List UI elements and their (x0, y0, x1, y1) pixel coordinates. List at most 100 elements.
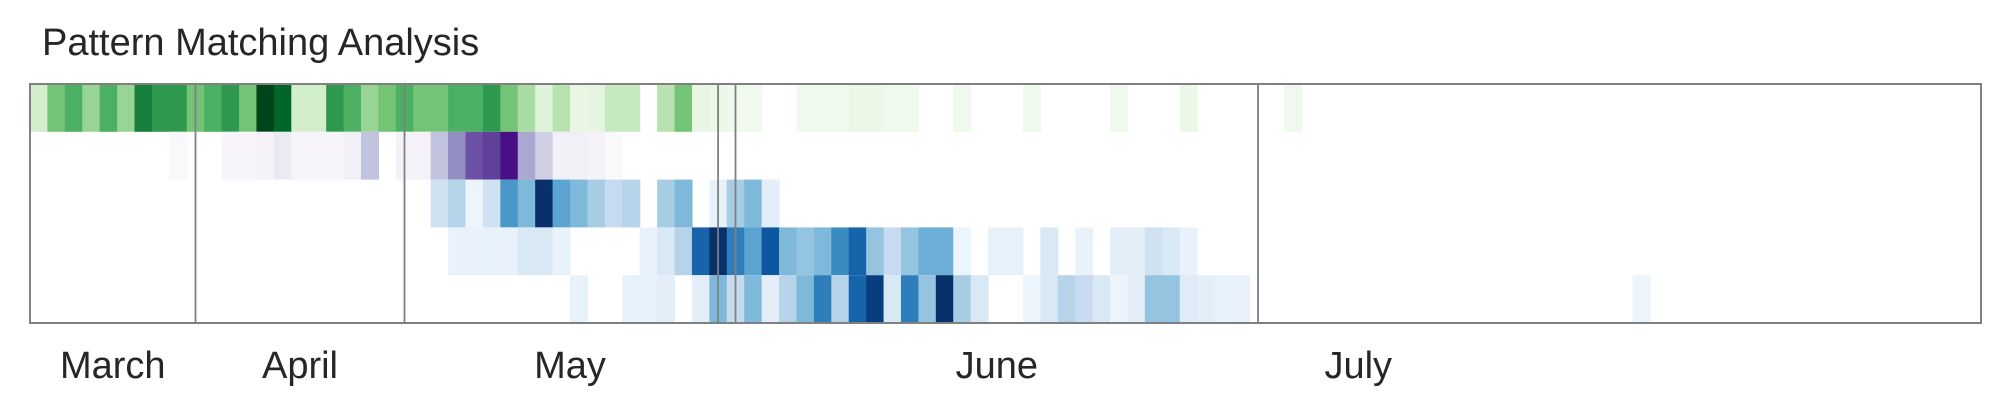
heatmap-cell (482, 227, 501, 276)
heatmap-cell (1162, 227, 1181, 276)
heatmap-cell (500, 227, 519, 276)
heatmap-cell (273, 131, 292, 180)
heatmap-cell (604, 179, 623, 228)
heatmap-cell (1179, 227, 1198, 276)
heatmap-cell (779, 227, 798, 276)
heatmap-cell (831, 84, 850, 132)
heatmap-cell (1110, 84, 1129, 132)
heatmap-cell (674, 179, 693, 228)
heatmap-cell (1110, 227, 1129, 276)
heatmap-cell (413, 84, 432, 132)
heatmap-cell (1040, 227, 1059, 276)
heatmap-cell (691, 84, 710, 132)
month-dividers (194, 84, 1259, 323)
heatmap-cell (517, 227, 536, 276)
heatmap-cell (1075, 275, 1094, 323)
heatmap-cell (500, 131, 519, 180)
heatmap-cell (691, 275, 710, 323)
heatmap-cell (674, 227, 693, 276)
month-label-june: June (956, 345, 1038, 387)
heatmap-cell (935, 227, 954, 276)
heatmap-cell (622, 275, 641, 323)
heatmap-cell (866, 84, 885, 132)
heatmap-cell (535, 131, 554, 180)
heatmap-cell (465, 84, 484, 132)
heatmap-cell (1075, 227, 1094, 276)
heatmap-cell (744, 227, 763, 276)
heatmap-cell (657, 179, 676, 228)
month-label-march: March (60, 345, 166, 387)
heatmap-cell (413, 131, 432, 180)
heatmap-cell (900, 227, 919, 276)
heatmap-cell (64, 84, 83, 132)
heatmap-cell (779, 275, 798, 323)
heatmap-cell (1632, 275, 1651, 323)
heatmap-cell (448, 84, 467, 132)
heatmap-cell (918, 275, 937, 323)
heatmap-cell (1057, 275, 1076, 323)
heatmap-cell (953, 227, 972, 276)
heatmap-cell (953, 84, 972, 132)
heatmap-cell (291, 84, 310, 132)
heatmap-cell (1127, 275, 1146, 323)
heatmap-cell (134, 84, 153, 132)
heatmap-cell (239, 131, 258, 180)
heatmap-cells (30, 84, 1651, 323)
heatmap-cell (848, 275, 867, 323)
heatmap-cell (1231, 275, 1250, 323)
heatmap-cell (1144, 227, 1163, 276)
heatmap-cell (761, 179, 780, 228)
heatmap-cell (883, 84, 902, 132)
heatmap-cell (448, 131, 467, 180)
heatmap-cell (517, 84, 536, 132)
heatmap-cell (239, 84, 258, 132)
heatmap-cell (1022, 275, 1041, 323)
heatmap-cell (500, 179, 519, 228)
heatmap-cell (831, 275, 850, 323)
month-label-may: May (534, 345, 606, 387)
heatmap-cell (221, 84, 240, 132)
heatmap-cell (866, 275, 885, 323)
heatmap-cell (378, 84, 397, 132)
heatmap-cell (326, 84, 345, 132)
heatmap-cell (604, 84, 623, 132)
heatmap-cell (430, 131, 449, 180)
heatmap-cell (761, 227, 780, 276)
heatmap-cell (953, 275, 972, 323)
heatmap-cell (1127, 227, 1146, 276)
heatmap-cell (883, 275, 902, 323)
heatmap-cell (988, 227, 1007, 276)
heatmap-cell (1040, 275, 1059, 323)
heatmap-cell (970, 275, 989, 323)
heatmap-cell (813, 84, 832, 132)
heatmap-cell (883, 227, 902, 276)
heatmap-cell (326, 131, 345, 180)
heatmap-cell (221, 131, 240, 180)
heatmap-cell (622, 179, 641, 228)
x-axis-month-labels: March April May June July (60, 345, 1392, 387)
heatmap-cell (1179, 275, 1198, 323)
heatmap-cell (169, 131, 188, 180)
heatmap-cell (1022, 84, 1041, 132)
heatmap-cell (1005, 227, 1024, 276)
heatmap-cell (796, 84, 815, 132)
heatmap-cell (1214, 275, 1233, 323)
heatmap-cell (813, 227, 832, 276)
heatmap-cell (552, 179, 571, 228)
heatmap-cell (552, 84, 571, 132)
heatmap-cell (1162, 275, 1181, 323)
heatmap-cell (918, 227, 937, 276)
heatmap-cell (639, 227, 658, 276)
heatmap-cell (517, 131, 536, 180)
heatmap-cell (1092, 275, 1111, 323)
heatmap-cell (1197, 275, 1216, 323)
heatmap-cell (691, 227, 710, 276)
heatmap-cell (587, 179, 606, 228)
heatmap-cell (587, 131, 606, 180)
heatmap-cell (535, 227, 554, 276)
heatmap-cell (517, 179, 536, 228)
heatmap-cell (935, 275, 954, 323)
heatmap-cell (47, 84, 66, 132)
heatmap-cell (570, 179, 589, 228)
